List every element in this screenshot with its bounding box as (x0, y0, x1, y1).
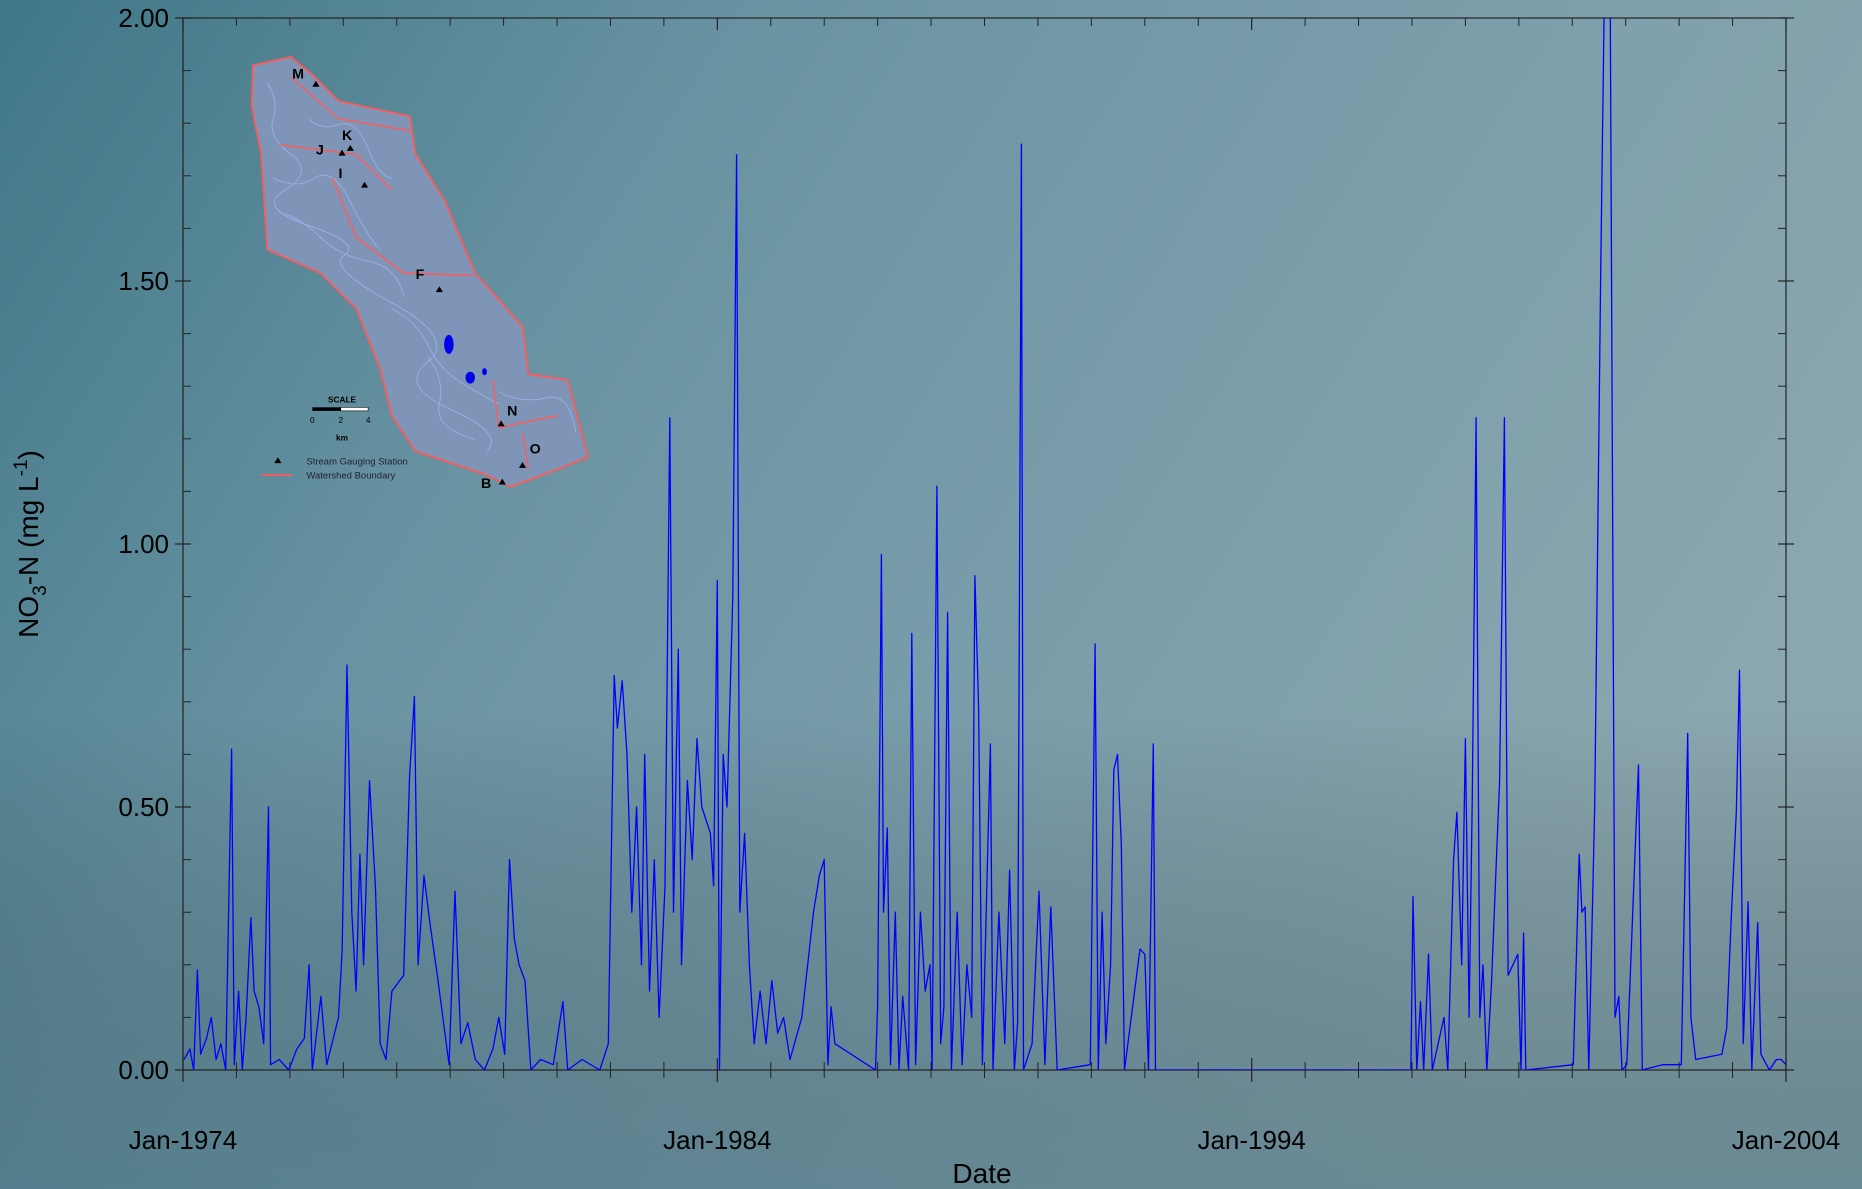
legend-text: Stream Gauging Station (306, 456, 407, 467)
y-label-superscript: -1 (11, 459, 32, 476)
scale-tick-label: 4 (366, 415, 371, 425)
station-label: O (530, 442, 541, 458)
y-label-subscript: 3 (30, 585, 51, 596)
legend-text: Watershed Boundary (306, 471, 395, 482)
station-label: B (481, 476, 491, 492)
y-label-part: NO (13, 596, 44, 638)
scale-bar (312, 407, 341, 411)
station-label: K (342, 128, 353, 144)
station-label: M (292, 66, 304, 82)
y-tick-label: 0.00 (118, 1055, 169, 1085)
scale-tick-label: 2 (339, 415, 344, 425)
scale-tick-label: 0 (310, 415, 315, 425)
y-label-part: -N (mg L (13, 476, 44, 585)
y-tick-label: 1.50 (118, 266, 169, 296)
y-tick-label: 2.00 (118, 3, 169, 33)
scale-title: SCALE (328, 395, 357, 405)
x-axis-label: Date (952, 1158, 1011, 1189)
x-tick-label: Jan-1994 (1197, 1125, 1305, 1155)
chart: 0.00 0.50 1.00 1.50 2.00 Jan-1974 Jan-1984 Jan-… (0, 0, 1862, 1189)
x-tick-label: Jan-1974 (129, 1125, 237, 1155)
scale-bar (341, 407, 368, 411)
station-label: F (416, 267, 425, 283)
scale-unit: km (336, 433, 348, 443)
station-label: J (316, 142, 324, 158)
y-tick-label: 1.00 (118, 529, 169, 559)
station-label: I (338, 166, 342, 182)
y-tick-label: 0.50 (118, 792, 169, 822)
station-label: N (507, 404, 517, 420)
x-tick-label: Jan-1984 (663, 1125, 771, 1155)
page: {"chart_data": { "type": "line", "xlabel… (0, 0, 1862, 1189)
x-tick-label: Jan-2004 (1732, 1125, 1840, 1155)
y-label-part: ) (13, 450, 44, 459)
